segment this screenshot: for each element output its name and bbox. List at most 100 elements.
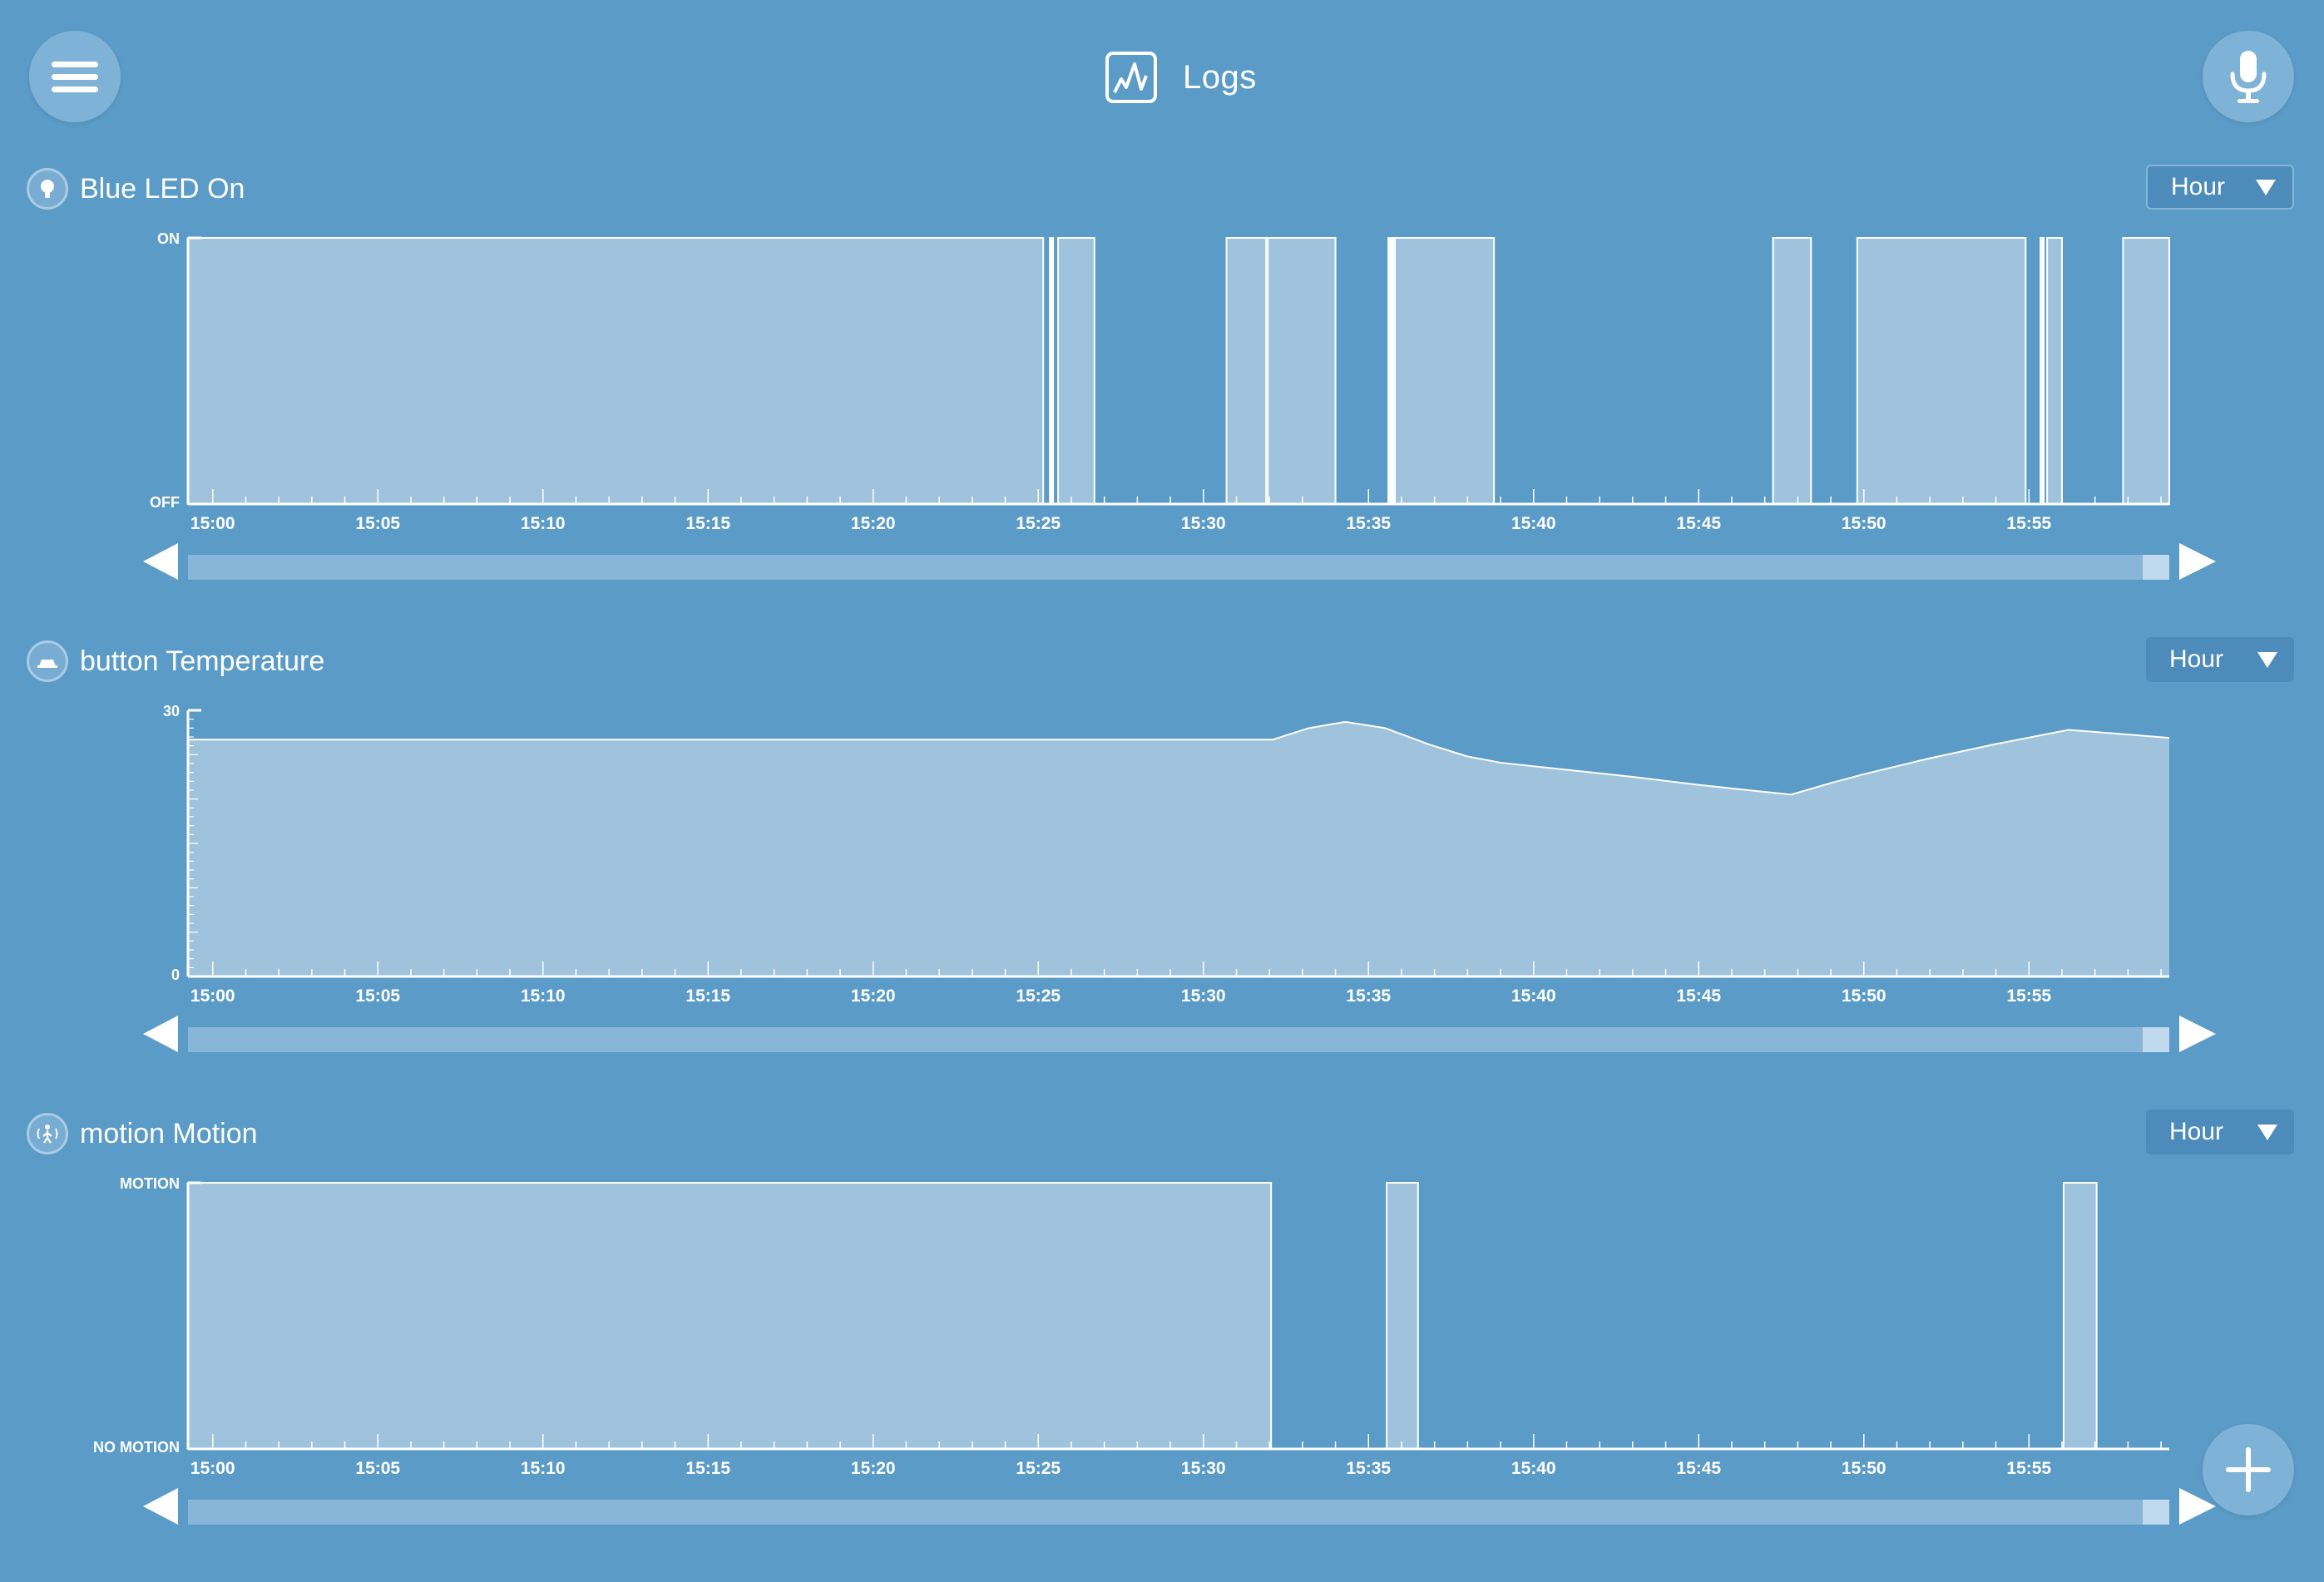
section-title: motion Motion — [80, 1118, 258, 1150]
state-bar — [1387, 1183, 1418, 1449]
microphone-button[interactable] — [2203, 31, 2294, 122]
state-bar — [1268, 238, 1335, 504]
scroll-track[interactable] — [188, 1500, 2169, 1525]
x-tick-label: 15:35 — [1346, 514, 1391, 533]
plus-icon — [2203, 1424, 2294, 1515]
page-title: Logs — [1183, 59, 1257, 96]
x-tick-label: 15:05 — [355, 986, 400, 1006]
add-button[interactable] — [2203, 1424, 2294, 1515]
state-bar — [188, 1183, 1271, 1449]
page-title-group: Logs — [1105, 48, 1257, 106]
y-top-label: ON — [157, 230, 180, 247]
state-bar — [1395, 238, 1494, 504]
x-tick-label: 15:25 — [1016, 514, 1061, 533]
x-tick-label: 15:35 — [1346, 1459, 1391, 1478]
section-title: button Temperature — [80, 645, 324, 678]
section-icon — [27, 1113, 68, 1154]
x-tick-label: 15:00 — [190, 1459, 235, 1478]
x-tick-label: 15:35 — [1346, 986, 1391, 1006]
section-header: button Temperature — [27, 637, 324, 685]
scroll-track[interactable] — [188, 1027, 2169, 1052]
section-header: Blue LED On — [27, 165, 245, 213]
state-bar — [1058, 238, 1095, 504]
section-icon — [27, 640, 68, 682]
time-range-value: Hour — [2169, 1118, 2223, 1146]
thermometer-icon — [29, 643, 66, 680]
x-tick-label: 15:15 — [685, 986, 730, 1006]
chart-scrollbar[interactable] — [141, 541, 2219, 582]
section-icon — [27, 168, 68, 210]
x-tick-label: 15:05 — [355, 1459, 400, 1478]
chevron-down-icon — [2256, 650, 2279, 670]
scroll-thumb[interactable] — [2143, 1027, 2169, 1052]
state-bar — [1050, 238, 1053, 504]
state-bar — [1857, 238, 2025, 504]
temperature-area — [188, 722, 2169, 976]
state-bar — [2123, 238, 2169, 504]
scroll-track[interactable] — [188, 555, 2169, 580]
x-tick-label: 15:25 — [1016, 1459, 1061, 1478]
hamburger-menu-icon — [29, 31, 121, 122]
x-tick-label: 15:10 — [521, 1459, 566, 1478]
y-bottom-label: 0 — [171, 967, 180, 983]
top-bar: Logs — [0, 0, 2324, 158]
x-tick-label: 15:30 — [1181, 514, 1226, 533]
x-tick-label: 15:50 — [1842, 986, 1886, 1006]
chart-scrollbar[interactable] — [141, 1013, 2219, 1055]
x-tick-label: 15:40 — [1511, 986, 1556, 1006]
x-tick-label: 15:40 — [1511, 514, 1556, 533]
scroll-right-arrow-icon[interactable] — [2179, 1016, 2216, 1052]
motion-sensor-icon — [29, 1115, 66, 1152]
x-tick-label: 15:45 — [1676, 514, 1721, 533]
scroll-thumb[interactable] — [2143, 555, 2169, 580]
state-bar — [188, 238, 1043, 504]
section-title: Blue LED On — [80, 173, 245, 205]
state-bar — [1227, 238, 1267, 504]
x-tick-label: 15:20 — [851, 1459, 896, 1478]
x-tick-label: 15:55 — [2006, 1459, 2051, 1478]
x-tick-label: 15:55 — [2006, 514, 2051, 533]
x-tick-label: 15:40 — [1511, 1459, 1556, 1478]
x-tick-label: 15:30 — [1181, 986, 1226, 1006]
x-tick-label: 15:15 — [685, 1459, 730, 1478]
microphone-icon — [2203, 31, 2294, 122]
y-top-label: 30 — [163, 703, 180, 719]
section-header: motion Motion — [27, 1110, 258, 1158]
chart-section-motion: motion Motion Hour 15:00 15:05 15:10 15:15 1… — [0, 1110, 2324, 1582]
scroll-left-arrow-icon[interactable] — [143, 1488, 178, 1525]
time-range-select[interactable]: Hour — [2146, 637, 2294, 682]
chart-icon — [1105, 51, 1158, 104]
state-bar — [2064, 1183, 2097, 1449]
x-tick-label: 15:45 — [1676, 1459, 1721, 1478]
y-bottom-label: NO MOTION — [93, 1439, 180, 1456]
time-range-select[interactable]: Hour — [2146, 1110, 2294, 1154]
x-tick-label: 15:50 — [1842, 1459, 1886, 1478]
x-tick-label: 15:55 — [2006, 986, 2051, 1006]
state-bar — [2040, 238, 2044, 504]
scroll-thumb[interactable] — [2143, 1500, 2169, 1525]
x-tick-label: 15:20 — [851, 986, 896, 1006]
x-tick-label: 15:50 — [1842, 514, 1886, 533]
x-tick-label: 15:00 — [190, 986, 235, 1006]
scroll-left-arrow-icon[interactable] — [143, 543, 178, 580]
x-tick-label: 15:10 — [521, 514, 566, 533]
x-tick-label: 15:25 — [1016, 986, 1061, 1006]
time-range-value: Hour — [2169, 645, 2223, 674]
x-tick-label: 15:00 — [190, 514, 235, 533]
chart-scrollbar[interactable] — [141, 1486, 2219, 1527]
lightbulb-icon — [29, 171, 66, 207]
chevron-down-icon — [2254, 177, 2277, 197]
time-range-value: Hour — [2171, 173, 2225, 201]
scroll-right-arrow-icon[interactable] — [2179, 543, 2216, 580]
y-bottom-label: OFF — [150, 494, 180, 511]
state-bar — [2047, 238, 2062, 504]
state-bar — [1773, 238, 1812, 504]
x-tick-label: 15:45 — [1676, 986, 1721, 1006]
scroll-left-arrow-icon[interactable] — [143, 1016, 178, 1052]
time-range-select[interactable]: Hour — [2146, 165, 2294, 210]
menu-button[interactable] — [29, 31, 121, 122]
